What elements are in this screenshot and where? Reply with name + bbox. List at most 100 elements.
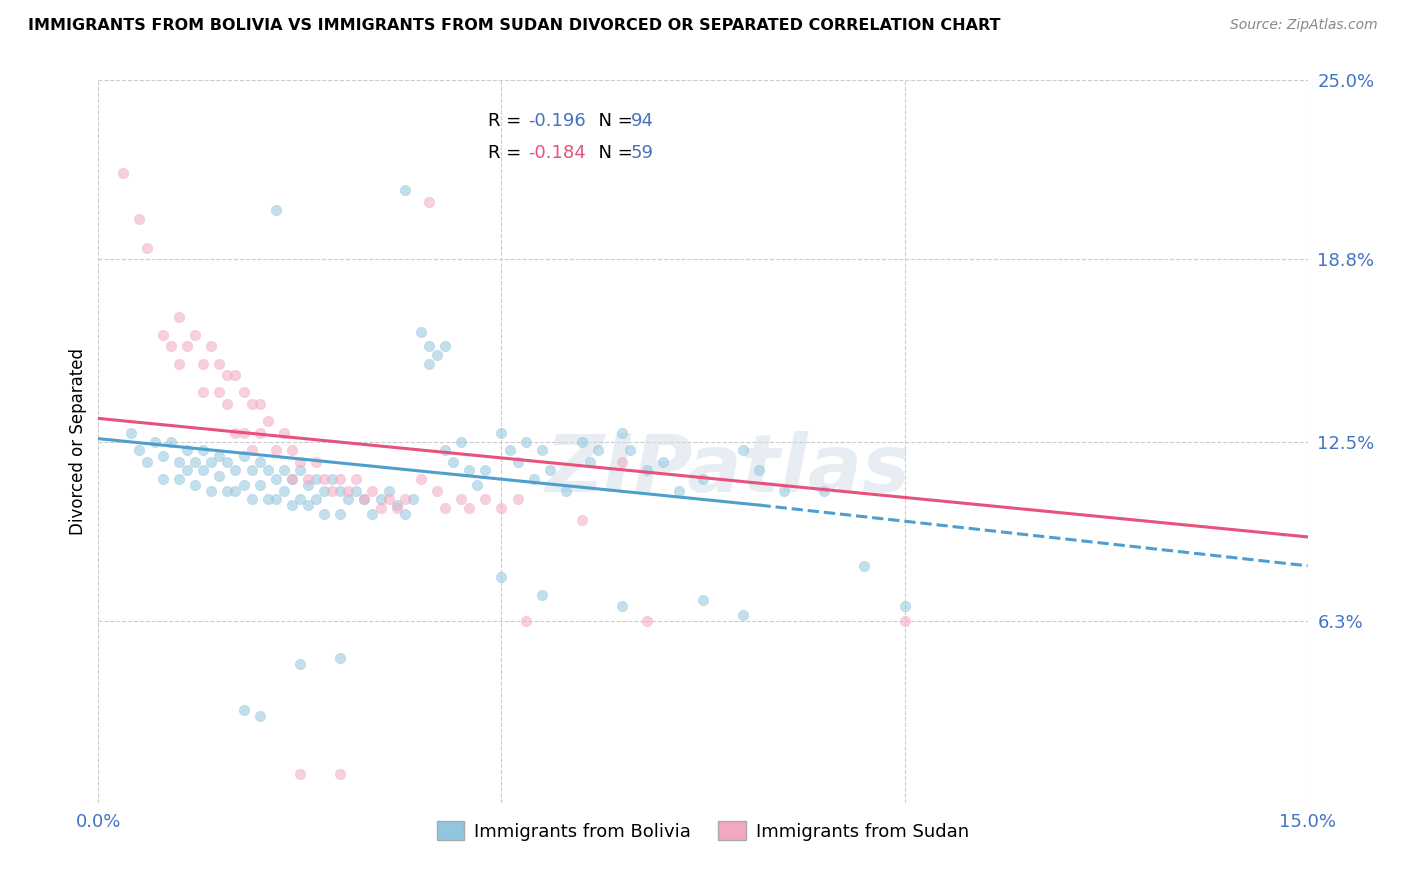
Point: [120, 425, 142, 440]
Point: [314, 483, 336, 498]
Point: [167, 357, 190, 371]
Point: [619, 443, 641, 458]
Point: [538, 463, 561, 477]
Point: [337, 492, 360, 507]
Point: [377, 492, 399, 507]
Point: [361, 507, 384, 521]
Text: -0.196: -0.196: [527, 112, 585, 130]
Point: [523, 472, 546, 486]
Point: [193, 385, 215, 400]
Point: [394, 183, 416, 197]
Point: [167, 472, 190, 486]
Point: [329, 767, 352, 781]
Point: [160, 339, 183, 353]
Point: [636, 463, 658, 477]
Point: [530, 443, 553, 458]
Point: [249, 425, 271, 440]
Point: [651, 455, 673, 469]
Point: [152, 449, 174, 463]
Point: [321, 472, 343, 486]
Point: [135, 455, 157, 469]
Point: [128, 212, 150, 227]
Point: [217, 483, 239, 498]
Point: [281, 472, 304, 486]
Text: 59: 59: [630, 144, 654, 161]
Point: [184, 455, 207, 469]
Point: [176, 463, 198, 477]
Point: [193, 443, 215, 458]
Point: [232, 385, 254, 400]
Point: [249, 455, 271, 469]
Point: [571, 512, 593, 526]
Point: [450, 434, 472, 449]
Text: R =: R =: [488, 144, 527, 161]
Point: [530, 588, 553, 602]
Point: [893, 614, 915, 628]
Point: [409, 325, 432, 339]
Point: [491, 501, 513, 516]
Point: [256, 492, 278, 507]
Point: [450, 492, 472, 507]
Point: [353, 492, 375, 507]
Point: [288, 492, 311, 507]
Point: [224, 368, 246, 382]
Point: [264, 492, 287, 507]
Y-axis label: Divorced or Separated: Divorced or Separated: [69, 348, 87, 535]
Point: [167, 455, 190, 469]
Point: [249, 478, 271, 492]
Point: [143, 434, 166, 449]
Point: [288, 455, 311, 469]
Point: [344, 472, 367, 486]
Point: [160, 434, 183, 449]
Point: [281, 498, 304, 512]
Point: [474, 463, 496, 477]
Point: [498, 443, 520, 458]
Point: [184, 327, 207, 342]
Point: [232, 703, 254, 717]
Point: [273, 483, 295, 498]
Point: [111, 166, 134, 180]
Point: [418, 339, 440, 353]
Point: [232, 449, 254, 463]
Point: [733, 607, 755, 622]
Point: [586, 443, 609, 458]
Point: [329, 651, 352, 665]
Text: N =: N =: [586, 144, 638, 161]
Point: [515, 434, 537, 449]
Point: [314, 472, 336, 486]
Text: -0.184: -0.184: [527, 144, 585, 161]
Point: [612, 599, 634, 614]
Point: [224, 483, 246, 498]
Point: [249, 709, 271, 723]
Point: [200, 339, 222, 353]
Point: [418, 357, 440, 371]
Point: [668, 483, 690, 498]
Point: [208, 469, 231, 483]
Point: [370, 501, 392, 516]
Point: [176, 443, 198, 458]
Point: [515, 614, 537, 628]
Point: [305, 492, 328, 507]
Point: [240, 492, 263, 507]
Point: [264, 443, 287, 458]
Point: [152, 472, 174, 486]
Point: [128, 443, 150, 458]
Point: [434, 443, 457, 458]
Point: [232, 478, 254, 492]
Point: [297, 498, 319, 512]
Point: [297, 478, 319, 492]
Text: IMMIGRANTS FROM BOLIVIA VS IMMIGRANTS FROM SUDAN DIVORCED OR SEPARATED CORRELATI: IMMIGRANTS FROM BOLIVIA VS IMMIGRANTS FR…: [28, 18, 1001, 33]
Point: [344, 483, 367, 498]
Point: [193, 463, 215, 477]
Point: [281, 443, 304, 458]
Point: [217, 397, 239, 411]
Point: [434, 501, 457, 516]
Point: [555, 483, 578, 498]
Point: [288, 767, 311, 781]
Text: ZIPatlas: ZIPatlas: [544, 432, 910, 509]
Point: [491, 570, 513, 584]
Point: [434, 339, 457, 353]
Point: [288, 657, 311, 671]
Point: [474, 492, 496, 507]
Point: [458, 463, 481, 477]
